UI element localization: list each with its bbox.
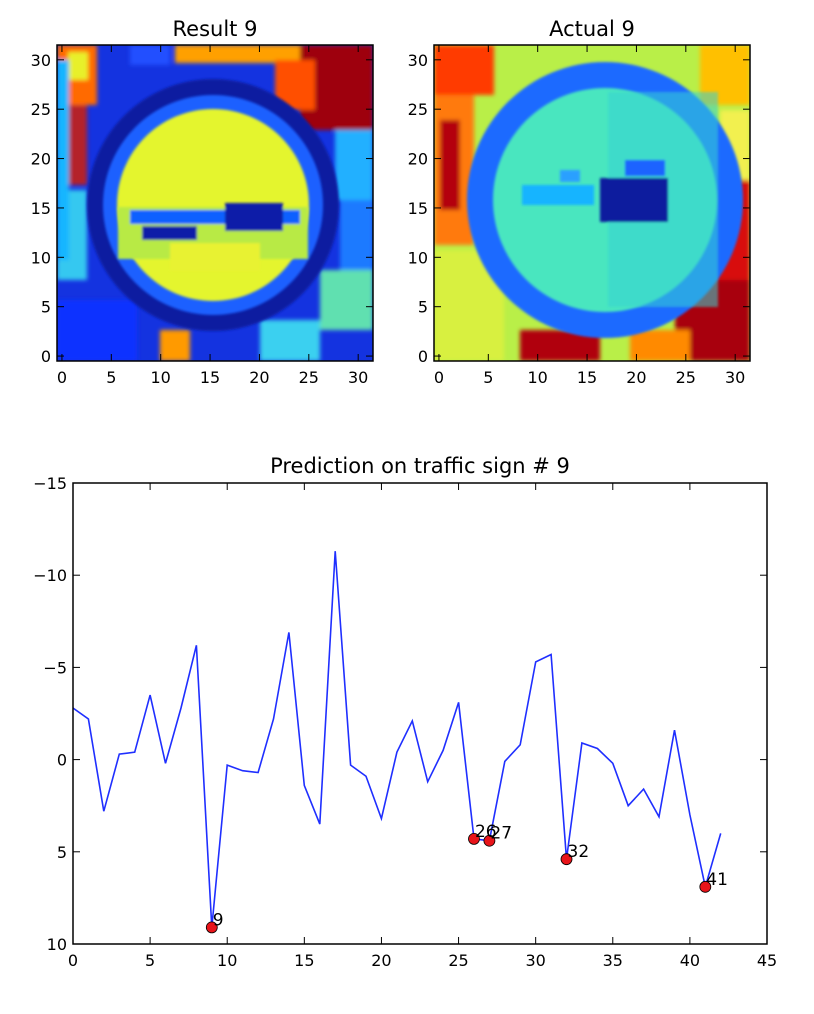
y-tick-label: 10 bbox=[31, 248, 51, 267]
y-tick-label: −15 bbox=[33, 474, 67, 493]
y-tick-label: 10 bbox=[47, 935, 67, 954]
result-image-title: Result 9 bbox=[173, 17, 258, 41]
x-tick-label: 30 bbox=[525, 951, 545, 970]
x-tick-label: 30 bbox=[725, 368, 745, 387]
highlight-label: 9 bbox=[213, 910, 224, 930]
highlight-label: 27 bbox=[490, 824, 512, 844]
y-tick-label: −5 bbox=[43, 658, 67, 677]
y-tick-label: 20 bbox=[408, 150, 428, 169]
y-tick-label: 0 bbox=[57, 751, 67, 770]
prediction-highlights bbox=[205, 832, 712, 934]
result-image-axes: 0 5 10 15 20 25 30 0 5 10 15 20 25 30 bbox=[31, 45, 373, 387]
x-tick-label: 0 bbox=[57, 368, 67, 387]
y-tick-label: 5 bbox=[418, 298, 428, 317]
highlight-label: 32 bbox=[568, 842, 590, 862]
y-tick-label: 30 bbox=[31, 51, 51, 70]
x-tick-label: 35 bbox=[603, 951, 623, 970]
y-tick-label: 10 bbox=[408, 248, 428, 267]
y-tick-label: 15 bbox=[31, 199, 51, 218]
highlight-point bbox=[699, 880, 712, 893]
x-tick-label: 10 bbox=[217, 951, 237, 970]
actual-image-panel: Actual 9 bbox=[408, 17, 751, 387]
highlight-point bbox=[205, 921, 218, 934]
y-tick-label: 20 bbox=[31, 150, 51, 169]
prediction-title: Prediction on traffic sign # 9 bbox=[270, 454, 570, 478]
y-tick-label: 25 bbox=[31, 100, 51, 119]
y-tick-label: 25 bbox=[408, 100, 428, 119]
highlight-point bbox=[483, 834, 496, 847]
x-tick-label: 15 bbox=[294, 951, 314, 970]
actual-image-heatmap bbox=[434, 45, 750, 361]
actual-image-axes: 0 5 10 15 20 25 30 0 5 10 15 20 25 30 bbox=[408, 45, 750, 387]
x-tick-label: 10 bbox=[528, 368, 548, 387]
x-tick-label: 30 bbox=[348, 368, 368, 387]
x-tick-label: 20 bbox=[626, 368, 646, 387]
x-tick-label: 15 bbox=[577, 368, 597, 387]
y-tick-label: 15 bbox=[408, 199, 428, 218]
result-image-heatmap bbox=[57, 45, 373, 361]
x-tick-label: 45 bbox=[757, 951, 777, 970]
prediction-series-line bbox=[73, 551, 722, 928]
x-tick-label: 5 bbox=[106, 368, 116, 387]
x-tick-label: 0 bbox=[68, 951, 78, 970]
result-image-panel: Result 9 bbox=[31, 17, 374, 387]
x-tick-label: 25 bbox=[448, 951, 468, 970]
y-tick-label: 0 bbox=[41, 347, 51, 366]
x-tick-label: 20 bbox=[249, 368, 269, 387]
x-tick-label: 40 bbox=[680, 951, 700, 970]
y-tick-label: 5 bbox=[57, 843, 67, 862]
x-tick-label: 25 bbox=[676, 368, 696, 387]
highlight-point bbox=[560, 853, 573, 866]
highlight-label: 26 bbox=[475, 822, 497, 842]
y-tick-label: 5 bbox=[41, 298, 51, 317]
x-tick-label: 20 bbox=[371, 951, 391, 970]
x-tick-label: 5 bbox=[483, 368, 493, 387]
x-tick-label: 15 bbox=[200, 368, 220, 387]
x-tick-label: 10 bbox=[151, 368, 171, 387]
y-tick-label: −10 bbox=[33, 566, 67, 585]
y-tick-label: 30 bbox=[408, 51, 428, 70]
prediction-axes: 0 5 10 15 20 25 30 35 40 45 −15 −10 −5 0 5 10 bbox=[33, 474, 777, 970]
highlight-point bbox=[468, 832, 480, 845]
y-tick-label: 0 bbox=[418, 347, 428, 366]
actual-image-title: Actual 9 bbox=[549, 17, 635, 41]
x-tick-label: 5 bbox=[145, 951, 155, 970]
x-tick-label: 25 bbox=[299, 368, 319, 387]
highlight-label: 41 bbox=[706, 870, 728, 890]
x-tick-label: 0 bbox=[434, 368, 444, 387]
